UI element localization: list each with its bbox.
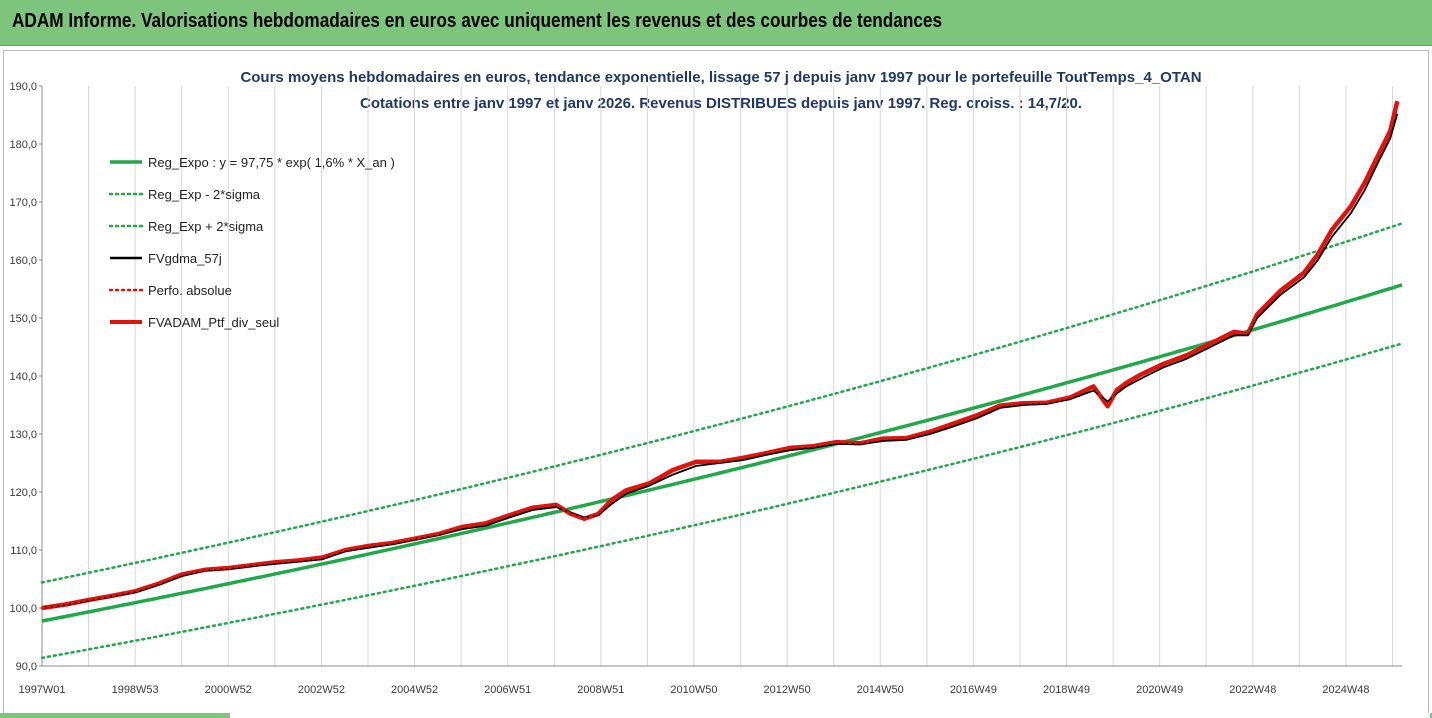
series-lines (40, 99, 1404, 660)
y-tick-label: 100,0 (9, 603, 37, 615)
x-tick-label: 2016W49 (950, 684, 997, 696)
y-tick-label: 170,0 (9, 197, 37, 209)
series-line-0 (41, 283, 1403, 623)
x-tick-label: 2004W52 (391, 684, 438, 696)
legend-label: FVgdma_57j (148, 251, 222, 266)
y-tick-label: 190,0 (9, 81, 37, 93)
x-tick-label: 2018W49 (1043, 684, 1090, 696)
legend: Reg_Expo : y = 97,75 * exp( 1,6% * X_an … (108, 155, 395, 330)
legend-label: Reg_Exp - 2*sigma (148, 187, 261, 202)
axes: 90,0 100,0 110,0 120,0 130,0 140,0 150,0 160,0 1… (9, 81, 1402, 696)
y-tick-label: 110,0 (10, 545, 37, 557)
series-line-4 (40, 99, 1399, 610)
y-tick-label: 150,0 (9, 313, 37, 325)
vertical-gridlines (41, 86, 1393, 666)
chart-subtitle: Cotations entre janv 1997 et janv 2026. … (360, 95, 1082, 112)
y-tick-label: 120,0 (9, 487, 37, 499)
y-tick-label: 180,0 (9, 139, 37, 151)
x-tick-label: 1998W53 (112, 684, 159, 696)
report-banner: ADAM Informe. Valorisations hebdomadaire… (0, 0, 1432, 46)
series-line-2 (40, 222, 1404, 584)
chart-title: Cours moyens hebdomadaires en euros, ten… (240, 69, 1201, 86)
y-tick-label: 130,0 (9, 429, 37, 441)
legend-label: FVADAM_Ptf_div_seul (148, 315, 279, 330)
x-tick-label: 2002W52 (298, 684, 345, 696)
y-tick-label: 160,0 (9, 255, 37, 267)
x-tick-label: 2000W52 (205, 684, 252, 696)
x-tick-label: 2008W51 (577, 684, 624, 696)
x-tick-label: 2012W50 (764, 684, 811, 696)
legend-label: Reg_Exp + 2*sigma (148, 219, 264, 234)
series-line-3 (41, 113, 1399, 609)
x-tick-label: 2014W50 (857, 684, 904, 696)
x-tick-label: 2006W51 (484, 684, 531, 696)
x-tick-label: 2022W48 (1229, 684, 1276, 696)
x-tick-label: 1997W01 (18, 684, 65, 696)
x-tick-label: 2024W48 (1322, 684, 1369, 696)
series-line-1 (40, 342, 1404, 660)
y-tick-label: 140,0 (9, 371, 37, 383)
x-tick-label: 2010W50 (670, 684, 717, 696)
legend-label: Reg_Expo : y = 97,75 * exp( 1,6% * X_an … (148, 155, 395, 170)
report-title: ADAM Informe. Valorisations hebdomadaire… (12, 10, 943, 32)
bottom-strip (0, 713, 1432, 718)
x-tick-label: 2020W49 (1136, 684, 1183, 696)
legend-label: Perfo. absolue (148, 283, 232, 298)
y-tick-label: 90,0 (16, 661, 37, 673)
